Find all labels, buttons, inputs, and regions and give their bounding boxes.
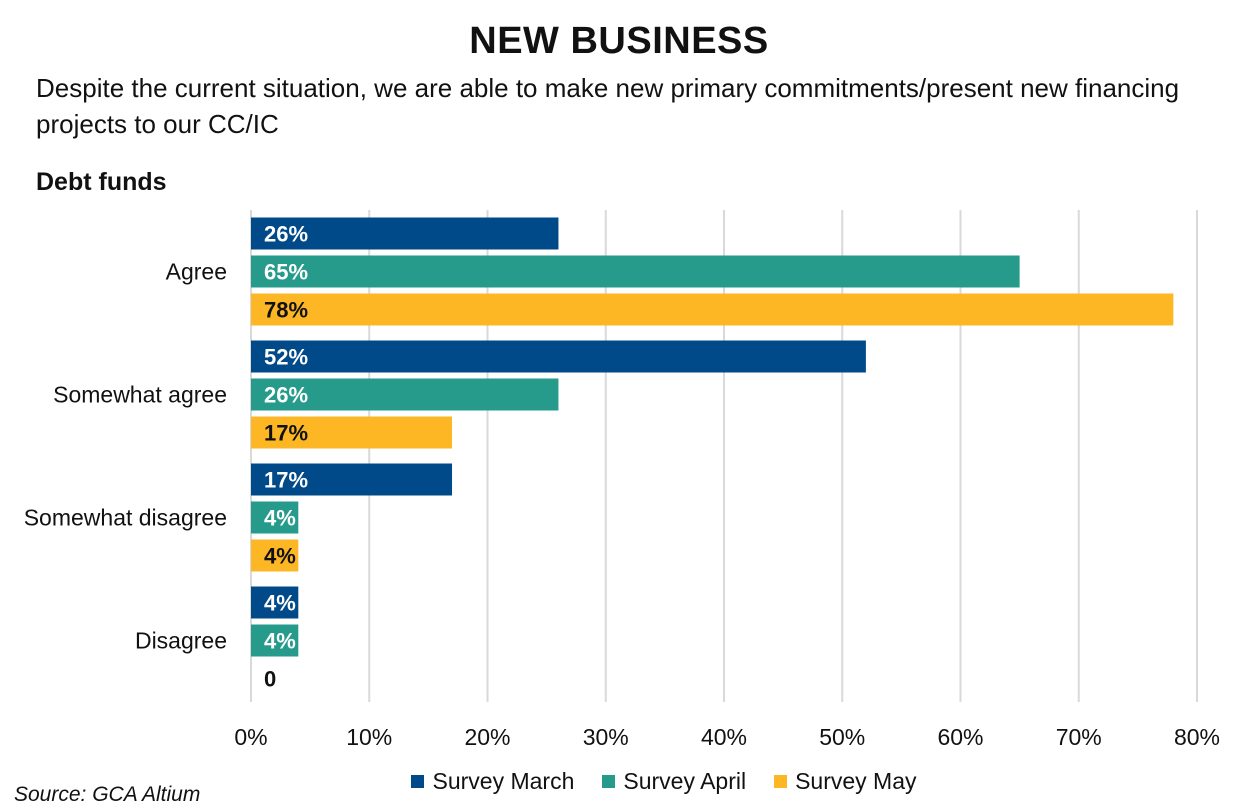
bar [251, 501, 299, 534]
x-tick-label: 0% [234, 724, 267, 750]
bar [251, 340, 866, 373]
data-label: 78% [264, 298, 308, 323]
bar [251, 624, 299, 657]
data-label: 4% [264, 591, 296, 616]
legend-item-may: Survey May [774, 768, 917, 795]
data-label: 17% [264, 468, 308, 493]
source-note: Source: GCA Altium [14, 783, 201, 806]
legend-label-may: Survey May [795, 768, 917, 794]
bar [251, 463, 453, 496]
legend-label-march: Survey March [432, 768, 575, 794]
x-tick-label: 10% [346, 724, 392, 750]
section-label: Debt funds [36, 168, 167, 196]
x-tick-label: 40% [701, 724, 747, 750]
data-label: 26% [264, 383, 308, 408]
data-label: 65% [264, 260, 308, 285]
x-tick-label: 80% [1174, 724, 1220, 750]
legend-item-march: Survey March [411, 768, 574, 795]
bar [251, 217, 559, 250]
data-label: 4% [264, 544, 296, 569]
bar [251, 539, 299, 572]
legend-swatch-march [411, 775, 425, 788]
data-label: 4% [264, 506, 296, 531]
legend: Survey March Survey April Survey May [0, 768, 1238, 795]
bar [251, 255, 1020, 288]
data-label: 26% [264, 222, 308, 247]
bar [251, 293, 1174, 326]
chart-subtitle: Despite the current situation, we are ab… [36, 73, 1180, 139]
legend-swatch-april [602, 775, 616, 788]
category-label: Somewhat agree [53, 382, 227, 408]
bar [251, 586, 299, 619]
x-tick-label: 30% [583, 724, 629, 750]
bar [251, 378, 559, 411]
data-label: 0 [264, 667, 276, 692]
legend-swatch-may [774, 775, 788, 788]
data-label: 17% [264, 421, 308, 446]
category-label: Somewhat disagree [24, 505, 227, 531]
category-label: Disagree [135, 628, 227, 654]
data-label: 4% [264, 629, 296, 654]
bar [251, 416, 453, 449]
legend-label-april: Survey April [623, 768, 747, 794]
x-tick-label: 20% [464, 724, 510, 750]
x-tick-label: 70% [1056, 724, 1102, 750]
category-label: Agree [166, 259, 227, 285]
data-label: 52% [264, 345, 308, 370]
x-tick-label: 50% [819, 724, 865, 750]
legend-item-april: Survey April [602, 768, 746, 795]
chart-title: NEW BUSINESS [469, 20, 769, 62]
x-tick-label: 60% [937, 724, 983, 750]
